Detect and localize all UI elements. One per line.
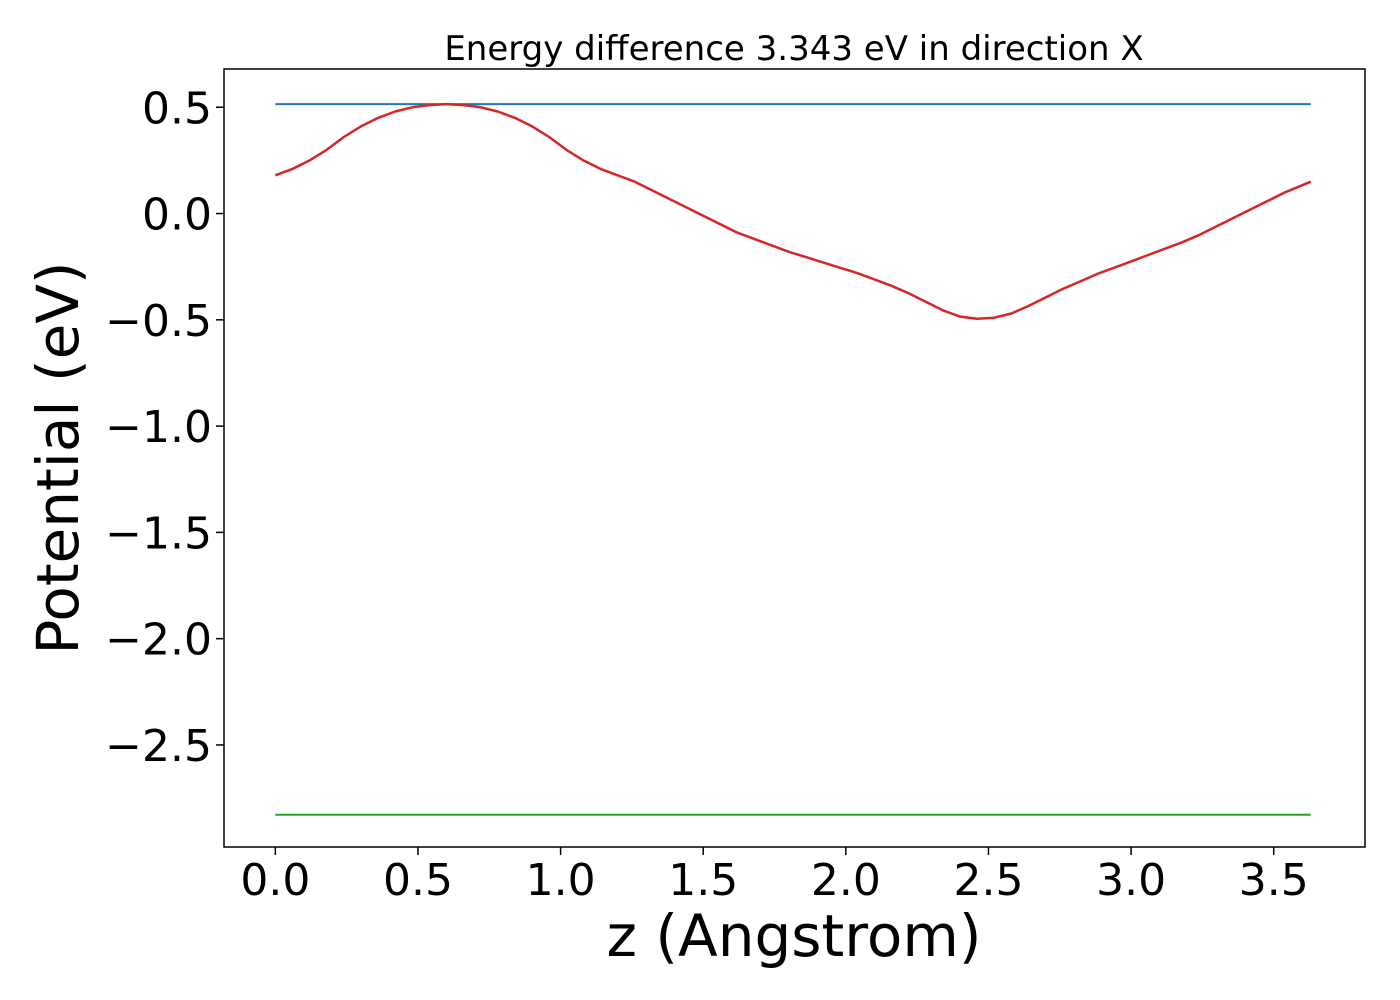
y-tick-label: 0.0 <box>142 190 212 241</box>
axes-frame <box>223 68 1366 848</box>
x-tick-label: 1.0 <box>526 855 596 906</box>
y-axis: 0.5 0.0 −0.5 −1.0 −1.5 −2.0 −2.5 <box>105 83 224 772</box>
plot-area <box>274 102 1312 816</box>
x-axis-label: z (Angstrom) <box>607 902 982 970</box>
y-axis-label: Potential (eV) <box>24 261 92 654</box>
x-tick-label: 3.0 <box>1096 855 1166 906</box>
y-tick-label: −2.0 <box>105 615 212 666</box>
x-axis: 0.0 0.5 1.0 1.5 2.0 2.5 3.0 3.5 <box>240 847 1309 906</box>
x-tick-label: 3.5 <box>1239 855 1309 906</box>
chart-title: Energy difference 3.343 eV in direction … <box>444 29 1143 69</box>
x-tick-label: 1.5 <box>668 855 738 906</box>
y-tick-label: −1.5 <box>105 508 212 559</box>
series-line-2 <box>274 102 1312 321</box>
y-tick-label: 0.5 <box>142 83 212 134</box>
x-tick-label: 0.0 <box>240 855 310 906</box>
x-tick-label: 2.0 <box>811 855 881 906</box>
x-tick-label: 2.5 <box>953 855 1023 906</box>
y-tick-label: −2.5 <box>105 721 212 772</box>
y-tick-label: −1.0 <box>105 402 212 453</box>
y-tick-label: −0.5 <box>105 296 212 347</box>
x-tick-label: 0.5 <box>383 855 453 906</box>
